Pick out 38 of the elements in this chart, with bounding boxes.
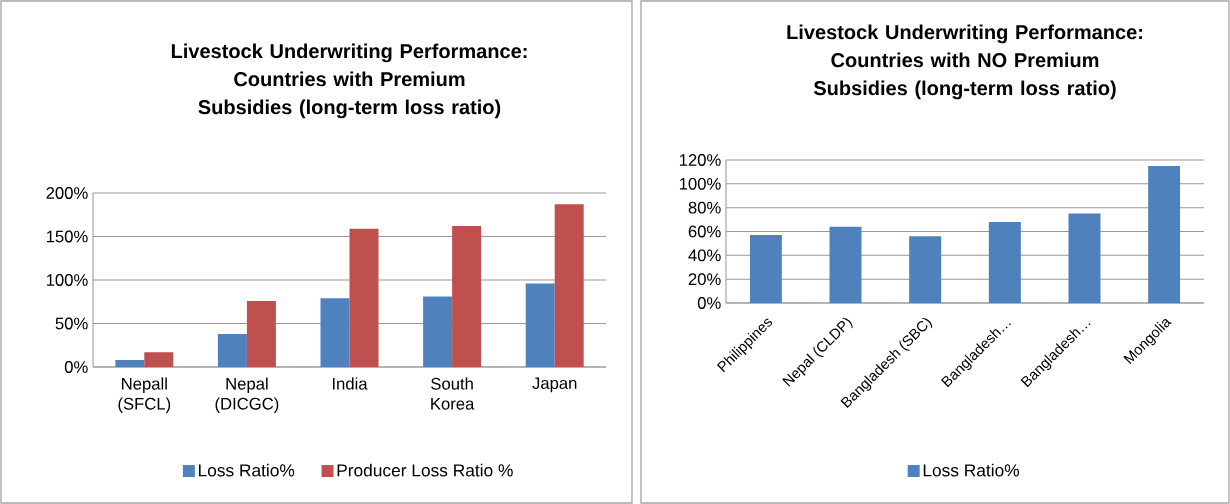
y-tick-label: 50% [55, 317, 88, 330]
bar [144, 352, 174, 367]
bar [217, 333, 247, 367]
y-tick-label: 80% [688, 201, 721, 214]
y-tick-label: 60% [688, 225, 721, 238]
x-tick-label: Nepal (DICGC) [215, 377, 279, 413]
bar [423, 296, 453, 367]
y-tick-label: 150% [46, 230, 88, 243]
y-tick-label: 0% [697, 297, 721, 309]
legend-label: Loss Ratio% [923, 463, 1020, 477]
bar [988, 221, 1021, 303]
y-tick-label: 0% [64, 361, 88, 373]
x-tick-label: South Korea [431, 377, 475, 410]
bar [525, 283, 555, 367]
y-tick-label: 40% [688, 249, 721, 262]
y-tick-label: 20% [688, 273, 721, 286]
chart-title: Livestock Underwriting Performance: Countries with Premium Subsidies (long-term loss ratio) [171, 43, 527, 119]
x-tick-label: Japan [532, 377, 577, 393]
bar [1068, 213, 1101, 303]
y-tick-label: 200% [46, 187, 88, 199]
bar [320, 298, 350, 367]
bar [909, 236, 942, 303]
y-tick-label: 120% [679, 154, 721, 166]
bar [452, 226, 482, 367]
y-tick-label: 100% [46, 274, 88, 286]
legend-label: Producer Loss Ratio % [337, 463, 513, 477]
bar [1148, 165, 1181, 303]
y-tick-label: 100% [679, 177, 721, 190]
bar [349, 228, 379, 367]
bar [115, 360, 145, 367]
bar [829, 226, 862, 303]
chart-title: Livestock Underwriting Performance: Countries with NO Premium Subsidies (long-term loss ratio) [787, 24, 1142, 100]
x-tick-label: Nepall (SFCL) [118, 377, 171, 413]
bar [749, 235, 782, 303]
x-tick-label: India [332, 377, 368, 390]
legend-label: Loss Ratio% [198, 463, 295, 477]
bar [554, 204, 584, 367]
bar [246, 300, 276, 367]
